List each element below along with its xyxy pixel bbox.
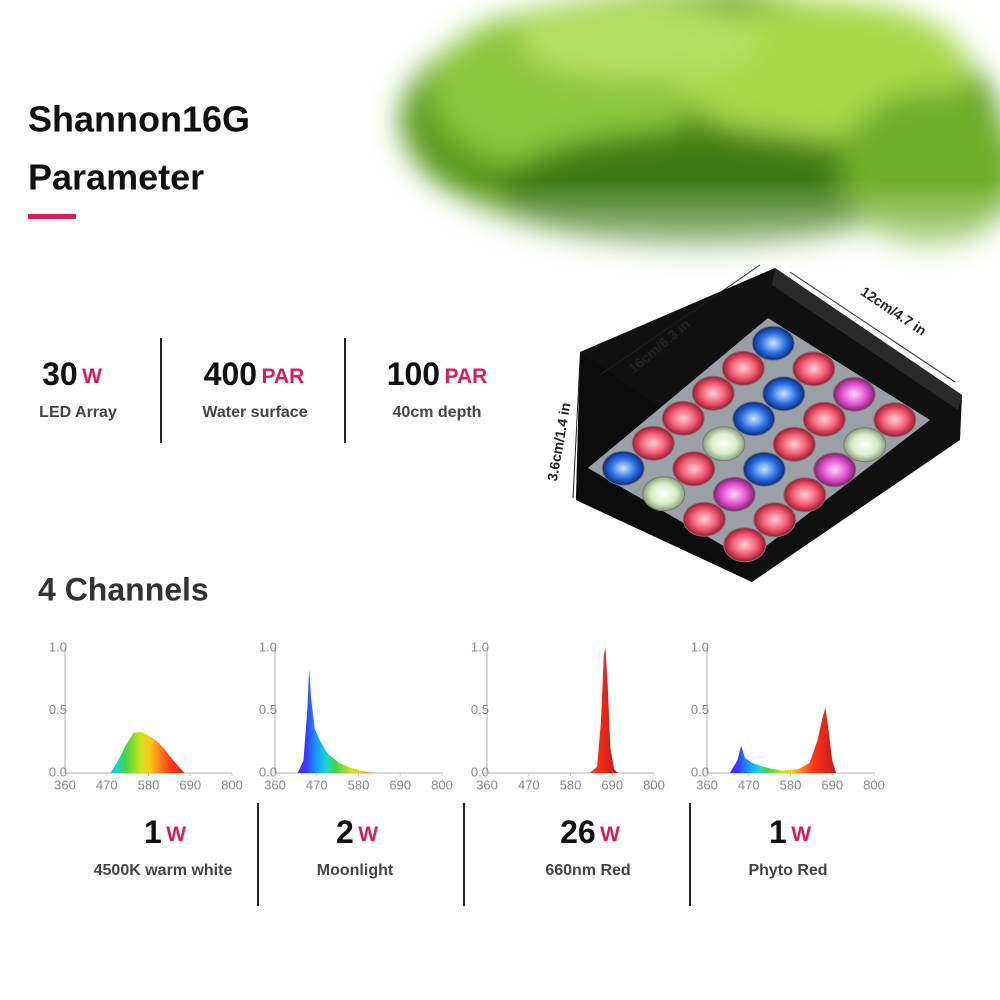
dimension-label: 3.6cm/1.4 in: [544, 401, 574, 482]
x-tick-label: 360: [264, 777, 286, 792]
x-tick-label: 690: [601, 777, 623, 792]
spec-label: 40cm depth: [393, 404, 482, 421]
channel-label: 660nm Red: [545, 862, 630, 879]
channel-power: 2 W: [336, 814, 378, 850]
channel-power: 1 W: [769, 814, 811, 850]
y-tick-label: 0.5: [49, 702, 67, 717]
spec-label: LED Array: [39, 404, 117, 421]
x-tick-label: 360: [54, 777, 76, 792]
spectrum-area: [110, 731, 185, 773]
y-tick-label: 0.5: [259, 702, 277, 717]
channel-value: 1: [769, 814, 787, 850]
y-tick-label: 0.0: [259, 764, 277, 779]
x-tick-label: 470: [738, 777, 760, 792]
channel-value: 26: [560, 814, 596, 850]
channel-label: 4500K warm white: [94, 862, 233, 879]
channel-power: 1 W: [144, 814, 186, 850]
x-tick-label: 470: [96, 777, 118, 792]
channel-power: 26 W: [560, 814, 620, 850]
section-title: 4 Channels: [38, 571, 209, 607]
y-tick-label: 1.0: [259, 639, 277, 654]
channel-label: Phyto Red: [748, 862, 827, 879]
channel-value: 2: [336, 814, 354, 850]
spectrum-area: [589, 648, 618, 773]
spec: 400 PAR Water surface: [202, 356, 307, 421]
y-tick-label: 1.0: [471, 639, 489, 654]
y-tick-label: 0.5: [691, 702, 709, 717]
y-tick-label: 0.0: [691, 764, 709, 779]
x-tick-label: 690: [179, 777, 201, 792]
title: Shannon16G: [28, 99, 250, 140]
y-tick-label: 0.0: [49, 764, 67, 779]
channel-label: Moonlight: [317, 862, 394, 879]
x-tick-label: 800: [221, 777, 243, 792]
x-tick-label: 580: [780, 777, 802, 792]
spec: 100 PAR 40cm depth: [387, 356, 488, 421]
spec-label: Water surface: [202, 404, 307, 421]
x-tick-label: 800: [643, 777, 665, 792]
channel-value: 1: [144, 814, 162, 850]
spec-value: 100 PAR: [387, 356, 488, 392]
x-tick-label: 800: [431, 777, 453, 792]
y-tick-label: 1.0: [691, 639, 709, 654]
spectrum-area: [297, 669, 374, 773]
channels: 0.0 0.5 1.0 360 470 580 690 800 1 W 4500K warm wh…: [49, 639, 885, 906]
x-tick-label: 800: [863, 777, 885, 792]
channel-unit: W: [791, 823, 811, 846]
y-tick-label: 0.0: [471, 764, 489, 779]
channel-unit: W: [358, 823, 378, 846]
product-image: [572, 264, 962, 582]
x-tick-label: 470: [306, 777, 328, 792]
x-tick-label: 580: [348, 777, 370, 792]
y-tick-label: 0.5: [471, 702, 489, 717]
accent-bar: [28, 214, 76, 219]
x-tick-label: 690: [821, 777, 843, 792]
channel-unit: W: [166, 823, 186, 846]
x-tick-label: 470: [518, 777, 540, 792]
channel-unit: W: [600, 823, 620, 846]
spec-value: 400 PAR: [204, 356, 305, 392]
spec: 30 W LED Array: [39, 356, 117, 421]
y-tick-label: 1.0: [49, 639, 67, 654]
moss-image: [380, 0, 1000, 300]
x-tick-label: 360: [696, 777, 718, 792]
spectrum-area: [729, 708, 837, 773]
x-tick-label: 580: [560, 777, 582, 792]
x-tick-label: 580: [138, 777, 160, 792]
x-tick-label: 360: [476, 777, 498, 792]
x-tick-label: 690: [389, 777, 411, 792]
spec-value: 30 W: [42, 356, 102, 392]
title: Parameter: [28, 157, 204, 198]
